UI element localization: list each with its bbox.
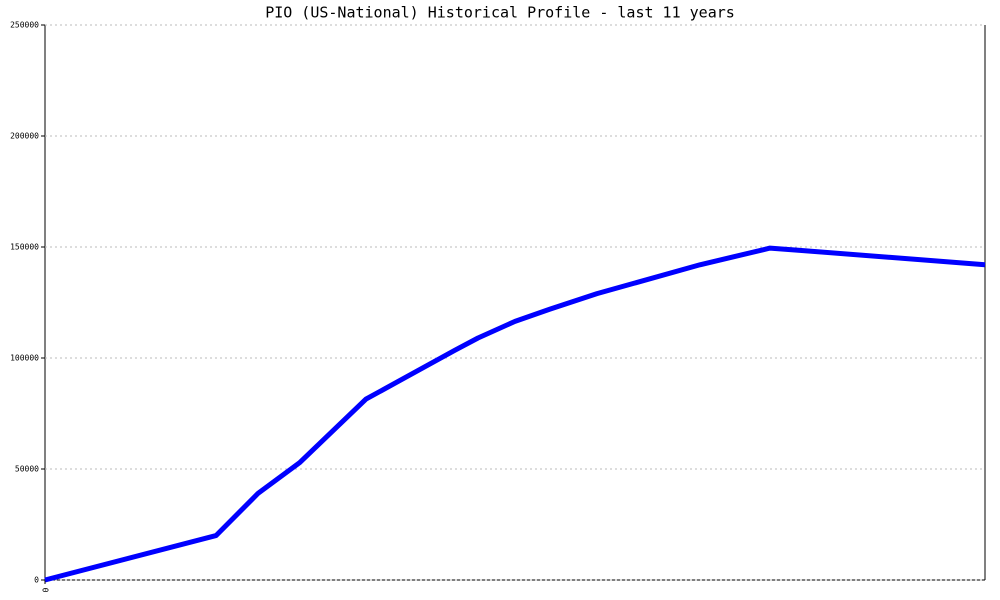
y-tick-label: 0 <box>34 576 39 585</box>
y-tick-label: 150000 <box>10 243 39 252</box>
y-tick-label: 50000 <box>15 465 39 474</box>
y-tick-label: 200000 <box>10 132 39 141</box>
y-tick-label: 250000 <box>10 21 39 30</box>
chart-title: PIO (US-National) Historical Profile - l… <box>265 4 735 22</box>
series-line <box>44 245 986 583</box>
y-tick-label: 100000 <box>10 354 39 363</box>
x-tick-label: 0 <box>41 588 50 593</box>
